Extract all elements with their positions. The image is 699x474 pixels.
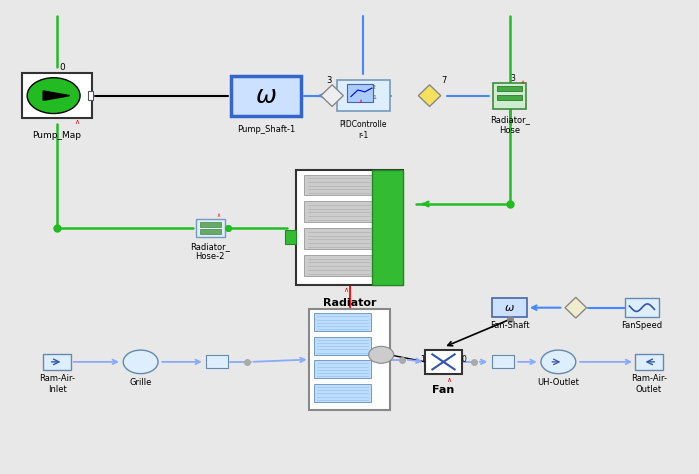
Text: $\omega$: $\omega$ bbox=[255, 83, 277, 108]
Text: ∧: ∧ bbox=[520, 80, 524, 85]
Text: Grille: Grille bbox=[129, 378, 152, 387]
Text: 0: 0 bbox=[60, 64, 66, 73]
Bar bbox=[200, 222, 221, 227]
Text: 3: 3 bbox=[511, 74, 516, 83]
Bar bbox=[347, 84, 373, 102]
Text: PIDControlle
r-1: PIDControlle r-1 bbox=[340, 120, 387, 139]
Bar bbox=[22, 73, 92, 118]
Bar bbox=[373, 170, 403, 285]
Bar bbox=[310, 309, 389, 410]
Text: Pump_Shaft-1: Pump_Shaft-1 bbox=[237, 125, 295, 134]
Text: Pump_Map: Pump_Map bbox=[33, 131, 82, 140]
Text: 2: 2 bbox=[372, 85, 376, 90]
Polygon shape bbox=[43, 91, 70, 100]
Text: Fan-Shaft: Fan-Shaft bbox=[490, 321, 529, 330]
Bar bbox=[200, 229, 221, 234]
Text: 0: 0 bbox=[462, 355, 467, 364]
Text: 7: 7 bbox=[441, 76, 446, 85]
Bar bbox=[624, 298, 659, 317]
Text: 3: 3 bbox=[326, 76, 331, 85]
Polygon shape bbox=[419, 85, 441, 107]
Bar bbox=[285, 230, 296, 244]
Bar bbox=[231, 76, 301, 116]
Polygon shape bbox=[321, 85, 343, 107]
Text: ∧: ∧ bbox=[447, 377, 452, 383]
Bar bbox=[87, 91, 93, 100]
Bar bbox=[497, 95, 522, 100]
Text: Radiator_
Hose-2: Radiator_ Hose-2 bbox=[190, 242, 230, 261]
Text: 1: 1 bbox=[420, 355, 425, 364]
Bar bbox=[497, 86, 522, 91]
Bar bbox=[491, 356, 514, 368]
Bar bbox=[196, 219, 225, 237]
Text: ∧: ∧ bbox=[74, 119, 79, 126]
Bar bbox=[635, 354, 663, 370]
Text: 1: 1 bbox=[372, 95, 376, 100]
Bar bbox=[304, 174, 374, 195]
Bar bbox=[304, 228, 374, 249]
Circle shape bbox=[123, 350, 158, 374]
Bar bbox=[206, 356, 229, 368]
Circle shape bbox=[368, 346, 394, 363]
Bar bbox=[304, 255, 374, 276]
Text: Ram-Air-
Inlet: Ram-Air- Inlet bbox=[39, 374, 75, 393]
Bar bbox=[314, 384, 371, 401]
Polygon shape bbox=[565, 297, 586, 318]
Bar bbox=[314, 313, 371, 331]
Bar bbox=[493, 82, 526, 109]
Bar bbox=[43, 354, 71, 370]
Text: Fan: Fan bbox=[433, 385, 454, 395]
Circle shape bbox=[27, 78, 80, 114]
Text: ∧: ∧ bbox=[217, 213, 221, 219]
Bar bbox=[426, 350, 461, 374]
Bar bbox=[492, 298, 527, 317]
Bar bbox=[338, 80, 389, 111]
Text: Radiator_
Hose: Radiator_ Hose bbox=[490, 116, 530, 135]
Text: UH-Outlet: UH-Outlet bbox=[538, 378, 579, 387]
Bar bbox=[304, 201, 374, 222]
Bar bbox=[314, 360, 371, 378]
Text: $\omega$: $\omega$ bbox=[504, 303, 515, 313]
Text: FanSpeed: FanSpeed bbox=[621, 321, 663, 330]
Text: ∧: ∧ bbox=[343, 287, 349, 293]
Circle shape bbox=[541, 350, 576, 374]
Bar bbox=[314, 337, 371, 355]
Text: Ram-Air-
Outlet: Ram-Air- Outlet bbox=[631, 374, 667, 393]
Text: Radiator: Radiator bbox=[323, 299, 376, 309]
Bar bbox=[296, 170, 403, 285]
Text: ∧: ∧ bbox=[358, 99, 362, 104]
